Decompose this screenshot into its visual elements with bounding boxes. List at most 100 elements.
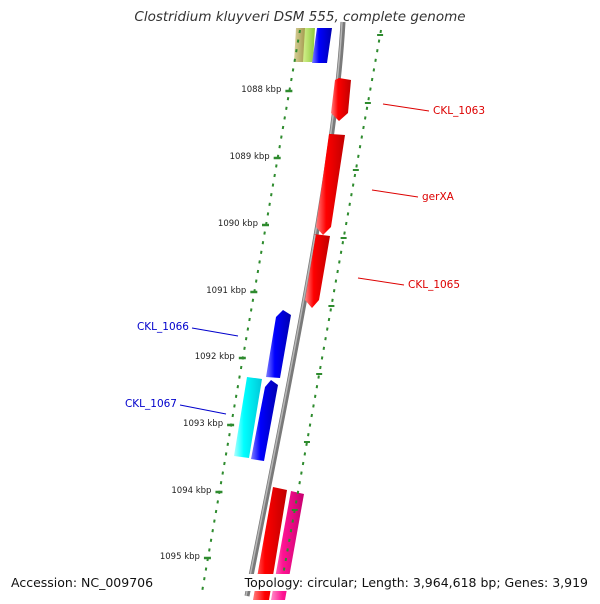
scale-dot [296,49,297,52]
kbp-tick-label: 1092 kbp [195,352,235,362]
gene-label: CKL_1063 [433,105,485,117]
scale-dot [216,510,217,513]
scale-dot [372,78,373,81]
scale-dot [374,68,375,71]
scale-dot [310,424,311,427]
scale-dot [322,356,323,359]
scale-dot [299,481,300,484]
scale-dot [365,116,366,119]
scale-dot [229,433,230,436]
gene-ckl-1063 [331,78,351,121]
scale-dot [202,587,203,590]
scale-dot [303,462,304,465]
scale-dot [244,347,245,350]
scale-dot [341,251,342,254]
kbp-tick-label: 1095 kbp [160,552,200,562]
scale-dot [258,270,259,273]
kbp-tick-label: 1089 kbp [230,152,270,162]
scale-dot [293,68,294,71]
scale-dot [224,462,225,465]
topology-summary: Topology: circular; Length: 3,964,618 bp… [243,574,590,591]
gene-callout-line [180,405,226,414]
scale-dot [283,126,284,129]
scale-dot [273,184,274,187]
scale-dot [289,539,290,542]
scale-dot [329,318,330,321]
scale-dot [217,500,218,503]
scale-dot [355,174,356,177]
scale-dot [264,232,265,235]
scale-dot [214,520,215,523]
scale-dot [339,260,340,263]
scale-dot [306,443,307,446]
gene-label: CKL_1067 [125,398,177,410]
scale-dot [370,88,371,91]
scale-dot [375,59,376,62]
scale-dot [248,328,249,331]
scale-dot [276,164,277,167]
gene-label: gerXA [422,191,455,203]
scale-dot [249,318,250,321]
scale-dot [336,280,337,283]
scale-dot [291,78,292,81]
scale-dot [261,251,262,254]
gene-label: CKL_1066 [137,321,189,333]
kbp-tick-label: 1091 kbp [206,286,246,296]
scale-dot [291,529,292,532]
scale-dot [259,260,260,263]
scale-dot [324,347,325,350]
scale-dot [204,577,205,580]
scale-dot [286,558,287,561]
scale-dot [212,529,213,532]
scale-dot [305,452,306,455]
scale-dot [234,404,235,407]
scale-dot [263,241,264,244]
scale-dot [253,299,254,302]
scale-dot [233,414,234,417]
scale-dot [301,472,302,475]
gene-ckl-1066 [266,310,291,378]
scale-dot [377,49,378,52]
scale-dot [226,452,227,455]
scale-dot [298,40,299,43]
scale-dot [346,222,347,225]
scale-dot [344,232,345,235]
scale-dot [286,107,287,110]
gene-callout-line [358,278,404,285]
scale-dot [325,337,326,340]
scale-dot [268,212,269,215]
map-title: Clostridium kluyveri DSM 555, complete g… [0,9,600,25]
scale-dot [379,40,380,43]
scale-dot [330,308,331,311]
accession-label: Accession: NC_009706 [9,574,155,591]
scale-dot [284,116,285,119]
gene-callout-line [372,190,418,197]
kbp-tick-label: 1094 kbp [171,486,211,496]
scale-dot [271,193,272,196]
scale-dot [236,395,237,398]
scale-dot [281,136,282,139]
scale-dot [206,568,207,571]
scale-dot [315,395,316,398]
scale-dot [209,548,210,551]
scale-dot [349,203,350,206]
scale-dot [343,241,344,244]
scale-dot [318,376,319,379]
scale-dot [337,270,338,273]
scale-dot [368,97,369,100]
scale-dot [298,491,299,494]
scale-dot [221,481,222,484]
scale-dot [294,59,295,62]
scale-dot [320,366,321,369]
gene-callout-line [383,104,429,111]
scale-dot [327,328,328,331]
scale-dot [360,145,361,148]
gene-top-blue [312,28,332,63]
scale-dot [238,385,239,388]
scale-dot [317,385,318,388]
scale-dot [222,472,223,475]
scale-dot [308,433,309,436]
